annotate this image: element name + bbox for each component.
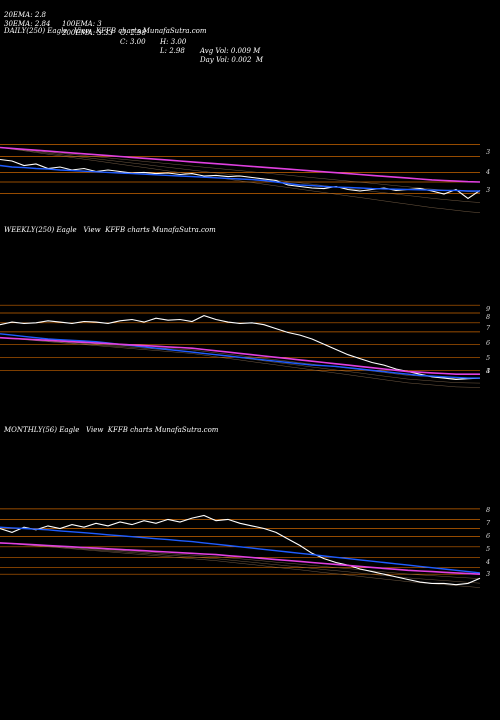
weekly-y-tick-label: 4 bbox=[485, 367, 490, 375]
weekly-y-tick-label: 6 bbox=[486, 339, 490, 347]
weekly-ema-fan-line bbox=[0, 337, 481, 388]
daily-ema-fan-line bbox=[0, 147, 481, 213]
monthly-price-line bbox=[0, 514, 481, 586]
day-vol-label: Day Vol: 0.002 M bbox=[200, 56, 264, 64]
daily-panel-title: DAILY(250) Eagle View KFFB charts Munafa… bbox=[4, 27, 207, 35]
close-label: C: 3.00 bbox=[120, 38, 146, 46]
monthly-ema-fan-line bbox=[0, 542, 481, 588]
monthly-ema-short-line bbox=[0, 526, 481, 574]
weekly-y-tick-label: 3 bbox=[486, 367, 490, 375]
weekly-y-tick-label: 8 bbox=[486, 313, 490, 321]
daily-ema-long-line bbox=[0, 146, 481, 183]
monthly-y-tick-label: 3 bbox=[486, 570, 490, 578]
weekly-panel-title: WEEKLY(250) Eagle View KFFB charts Munaf… bbox=[4, 226, 216, 234]
open-label: O: 2.98 bbox=[120, 29, 146, 37]
avg-vol-label: Avg Vol: 0.009 M bbox=[200, 47, 261, 55]
weekly-y-tick-label: 7 bbox=[486, 324, 491, 332]
header-row-1: 20EMA: 2.8 100EMA: 3 O: 2.98 H: 3.00 Avg… bbox=[4, 2, 260, 56]
monthly-y-tick-label: 6 bbox=[486, 532, 490, 540]
weekly-ema-long-line bbox=[0, 336, 480, 376]
weekly-y-tick-label: 9 bbox=[486, 305, 490, 313]
daily-ema-fan-line bbox=[0, 147, 481, 203]
daily-y-tick-label: 3 bbox=[486, 186, 490, 194]
ema100-label: 100EMA: 3 bbox=[62, 20, 102, 28]
daily-price-line bbox=[0, 158, 481, 200]
weekly-ema-short-line bbox=[0, 333, 480, 379]
header-row-2: 30EMA: 2.84 200EMA: 3.33 C: 3.00 L: 2.98… bbox=[4, 11, 263, 65]
monthly-y-tick-label: 7 bbox=[486, 519, 491, 527]
daily-ema-short-line bbox=[0, 164, 480, 192]
daily-y-tick-label: 3 bbox=[486, 148, 490, 156]
monthly-ema-long-line bbox=[0, 542, 481, 575]
ema30-label: 30EMA: 2.84 bbox=[4, 20, 51, 28]
monthly-y-tick-label: 5 bbox=[486, 545, 490, 553]
monthly-panel-title: MONTHLY(56) Eagle View KFFB charts Munaf… bbox=[4, 426, 219, 434]
monthly-y-tick-label: 8 bbox=[486, 506, 490, 514]
high-label: H: 3.00 bbox=[160, 38, 187, 46]
weekly-y-tick-label: 5 bbox=[486, 354, 490, 362]
monthly-ema-fan-line bbox=[0, 542, 481, 584]
ema20-label: 20EMA: 2.8 bbox=[4, 11, 46, 19]
ema200-label: 200EMA: 3.33 bbox=[62, 29, 113, 37]
daily-y-tick-label: 4 bbox=[485, 168, 490, 176]
low-label: L: 2.98 bbox=[160, 47, 185, 55]
weekly-price-line bbox=[0, 315, 481, 380]
monthly-y-tick-label: 4 bbox=[485, 558, 490, 566]
daily-ema-fan-line bbox=[0, 147, 481, 193]
